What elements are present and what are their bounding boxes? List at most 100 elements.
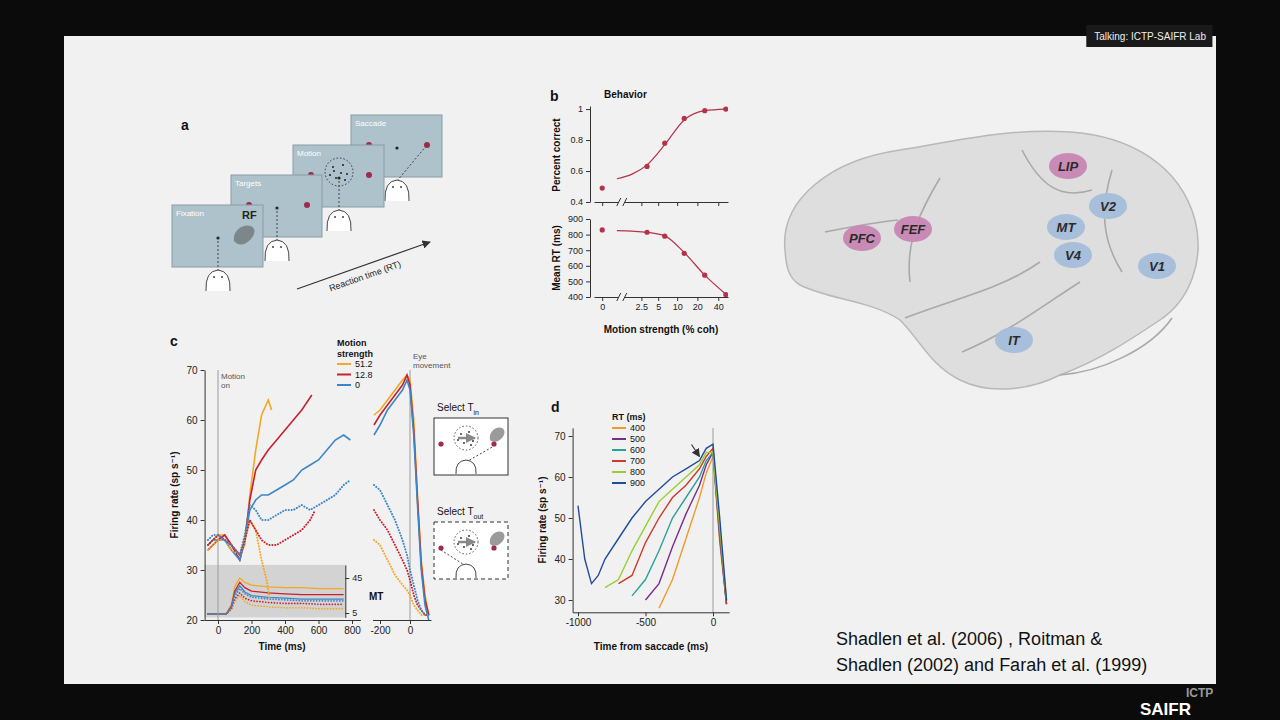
y-tick: 500 [568, 277, 590, 287]
y-tick: 5 [345, 608, 357, 618]
brain-sulcus [1022, 150, 1092, 193]
y-axis-title: Percent correct [551, 118, 562, 192]
legend-swatch [612, 449, 626, 451]
observer-head [456, 460, 476, 474]
x-tick-mark [646, 612, 647, 616]
screen-label: Fixation [176, 209, 204, 218]
motion-dot [333, 170, 335, 172]
motion-dot [335, 177, 337, 179]
panel-letter: a [181, 117, 189, 133]
choice-inset-label-sub: in [474, 409, 480, 416]
series-line [632, 452, 727, 604]
legend-swatch [337, 363, 351, 365]
observer-eye [272, 246, 274, 248]
y-tick: 900 [568, 214, 590, 224]
choice-inset-label-main: Select T [437, 402, 474, 413]
x-tick: 0 [711, 612, 717, 628]
y-tick: 0.8 [570, 135, 590, 145]
y-tick: 50 [186, 465, 204, 476]
x-tick-mark [285, 620, 286, 624]
brain-region-label: V1 [1149, 259, 1165, 274]
x-axis: 0200400600800 [205, 620, 361, 636]
x-tick-label: -1000 [566, 617, 592, 628]
brain-region [1054, 242, 1092, 268]
x-tick-label: 20 [693, 302, 703, 312]
x-tick: 200 [244, 620, 261, 636]
x-tick-label: 600 [311, 625, 328, 636]
x-tick: 600 [311, 620, 328, 636]
x-tick-mark [641, 202, 642, 206]
series-line [208, 435, 350, 560]
brain-outline [785, 131, 1198, 389]
y-tick-label: 30 [186, 565, 198, 576]
y-tick-mark [569, 600, 573, 601]
y-axis: 545 [345, 565, 362, 618]
x-tick [641, 202, 642, 206]
logo: ICTPSAIFR [1140, 686, 1213, 719]
y-axis-line [590, 220, 591, 298]
plot-area [578, 428, 727, 612]
legend-label: 500 [630, 434, 645, 444]
choice-inset: Select Tin [434, 402, 508, 475]
series-line [374, 510, 429, 615]
brain-region [894, 216, 932, 242]
y-tick: 50 [554, 513, 572, 524]
y-tick: 600 [568, 261, 590, 271]
motion-aperture [454, 426, 478, 450]
legend-label: 600 [630, 445, 645, 455]
y-tick-mark [586, 235, 590, 236]
y-tick-mark [586, 266, 590, 267]
panel-letter: c [170, 333, 178, 349]
motion-dot [468, 535, 470, 537]
reference-line-label: Eyemovement [413, 352, 451, 370]
x-axis: 02.55102040 [595, 297, 729, 312]
series-line [208, 400, 272, 555]
reference-line-label-line: on [221, 381, 230, 390]
legend-label: 0 [355, 380, 360, 390]
target-dot [491, 441, 496, 446]
observer-head [456, 564, 476, 578]
y-tick: 40 [554, 554, 572, 565]
x-tick-label: 0 [216, 625, 222, 636]
legend: RT (ms)400500600700800900 [612, 412, 646, 488]
y-tick-label: 600 [568, 261, 583, 271]
x-tick: 0 [600, 297, 605, 312]
x-axis [595, 202, 729, 206]
x-tick-label: -500 [636, 617, 656, 628]
x-tick-label: 400 [277, 625, 294, 636]
x-tick-mark [380, 620, 381, 624]
y-tick-mark [586, 281, 590, 282]
plot-area [600, 106, 728, 190]
motion-dot [460, 537, 462, 539]
reference-line-label: Motionon [221, 372, 245, 390]
x-tick: -200 [370, 620, 390, 636]
plot-area [600, 227, 728, 297]
chart-d-rt-sorted: -1000-50003040506070dTime from saccade (… [537, 399, 730, 652]
y-tick-mark [586, 171, 590, 172]
legend-label: 400 [630, 423, 645, 433]
y-tick: 0.6 [570, 166, 590, 176]
motion-dot [457, 543, 459, 545]
x-tick [697, 202, 698, 206]
y-axis-line [345, 565, 346, 618]
logo-top: ICTP [1186, 686, 1213, 700]
legend: Motionstrength51.212.80 [337, 338, 373, 390]
legend-swatch [612, 471, 626, 473]
x-tick: 2.5 [636, 297, 649, 312]
x-tick-mark [218, 620, 219, 624]
observer-eye [400, 186, 402, 188]
y-tick-label: 50 [186, 465, 198, 476]
axis-break [617, 293, 621, 301]
motion-dot [463, 442, 465, 444]
y-axis-title: Firing rate (sp s⁻¹) [537, 477, 548, 564]
brain-sulcus [905, 262, 1040, 318]
series-line [605, 452, 727, 600]
y-axis-title: MT [369, 591, 383, 602]
y-tick-label: 30 [554, 595, 566, 606]
y-tick-label: 0.6 [570, 166, 583, 176]
choice-inset-box [434, 522, 508, 579]
observer-eye [280, 246, 282, 248]
brain-region [1138, 253, 1176, 279]
x-tick [718, 202, 719, 206]
y-tick-label: 60 [554, 472, 566, 483]
